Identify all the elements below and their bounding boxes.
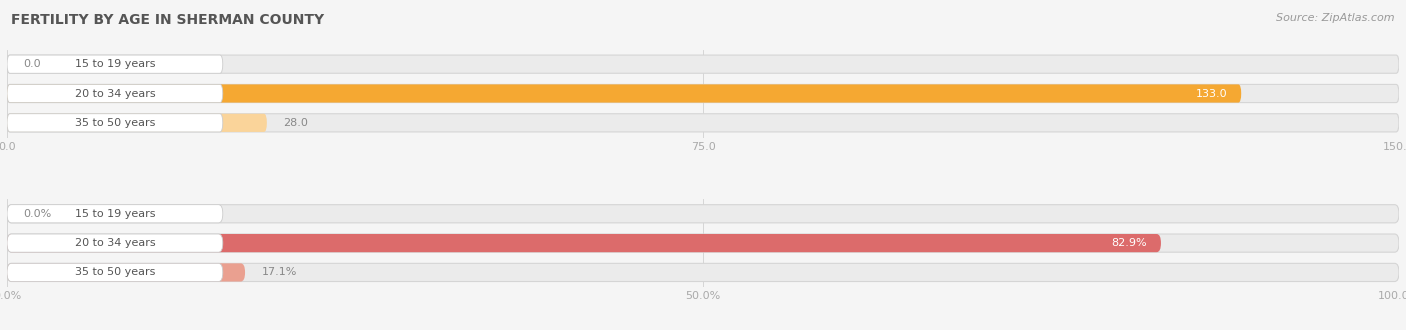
Text: Source: ZipAtlas.com: Source: ZipAtlas.com bbox=[1277, 13, 1395, 23]
FancyBboxPatch shape bbox=[7, 84, 1399, 103]
Text: 0.0%: 0.0% bbox=[24, 209, 52, 219]
FancyBboxPatch shape bbox=[7, 234, 1161, 252]
FancyBboxPatch shape bbox=[7, 263, 245, 281]
FancyBboxPatch shape bbox=[7, 114, 267, 132]
Text: 0.0: 0.0 bbox=[24, 59, 41, 69]
FancyBboxPatch shape bbox=[7, 263, 1399, 281]
FancyBboxPatch shape bbox=[7, 55, 1399, 73]
Text: 35 to 50 years: 35 to 50 years bbox=[75, 118, 155, 128]
FancyBboxPatch shape bbox=[7, 205, 1399, 223]
Text: 133.0: 133.0 bbox=[1195, 88, 1227, 98]
FancyBboxPatch shape bbox=[7, 205, 222, 223]
FancyBboxPatch shape bbox=[7, 114, 1399, 132]
FancyBboxPatch shape bbox=[7, 234, 222, 252]
FancyBboxPatch shape bbox=[7, 55, 222, 73]
Text: 20 to 34 years: 20 to 34 years bbox=[75, 88, 155, 98]
Text: 82.9%: 82.9% bbox=[1111, 238, 1147, 248]
Text: FERTILITY BY AGE IN SHERMAN COUNTY: FERTILITY BY AGE IN SHERMAN COUNTY bbox=[11, 13, 325, 27]
FancyBboxPatch shape bbox=[7, 263, 222, 281]
Text: 17.1%: 17.1% bbox=[262, 267, 297, 278]
Text: 35 to 50 years: 35 to 50 years bbox=[75, 267, 155, 278]
FancyBboxPatch shape bbox=[7, 84, 222, 103]
Text: 15 to 19 years: 15 to 19 years bbox=[75, 59, 155, 69]
Text: 20 to 34 years: 20 to 34 years bbox=[75, 238, 155, 248]
Text: 28.0: 28.0 bbox=[284, 118, 308, 128]
FancyBboxPatch shape bbox=[7, 234, 1399, 252]
FancyBboxPatch shape bbox=[7, 84, 1241, 103]
Text: 15 to 19 years: 15 to 19 years bbox=[75, 209, 155, 219]
FancyBboxPatch shape bbox=[7, 114, 222, 132]
